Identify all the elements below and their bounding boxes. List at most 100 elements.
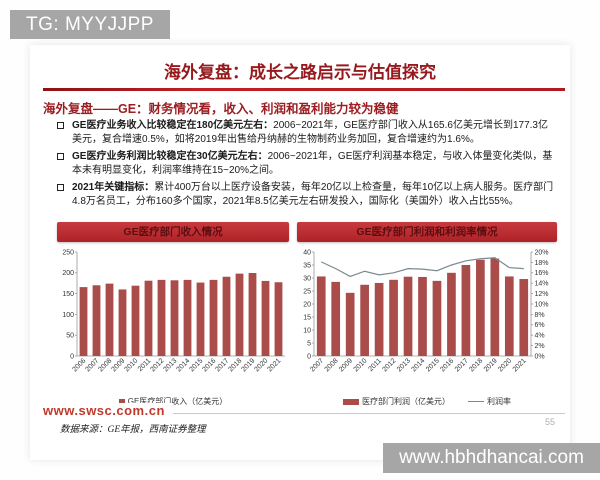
- bar: [209, 279, 218, 356]
- svg-text:2018: 2018: [227, 357, 243, 373]
- svg-text:2017: 2017: [454, 357, 470, 373]
- bar: [374, 282, 384, 356]
- bar: [418, 276, 427, 356]
- svg-text:6%: 6%: [535, 322, 545, 329]
- svg-text:2007: 2007: [84, 357, 100, 373]
- revenue-chart-title: GE医疗部门收入情况: [57, 222, 289, 242]
- svg-text:2013: 2013: [162, 357, 178, 373]
- bullet-item: GE医疗业务利润比较稳定在30亿美元左右：2006~2021年，GE医疗利润基本…: [57, 150, 555, 178]
- svg-text:2010: 2010: [353, 357, 369, 373]
- bar: [196, 282, 205, 356]
- svg-text:2019: 2019: [483, 357, 499, 373]
- legend-label: 医疗部门利润（亿美元）: [362, 397, 450, 406]
- svg-text:2009: 2009: [338, 357, 354, 373]
- svg-text:15: 15: [303, 314, 311, 321]
- bar: [316, 276, 326, 356]
- svg-text:10: 10: [303, 327, 311, 334]
- bullet-lead: GE医疗业务收入比较稳定在180亿美元左右：: [72, 120, 274, 131]
- svg-text:2016: 2016: [439, 357, 455, 373]
- svg-text:2010: 2010: [123, 357, 139, 373]
- svg-text:2014: 2014: [175, 357, 191, 373]
- bar: [144, 280, 153, 356]
- svg-text:8%: 8%: [535, 312, 545, 319]
- svg-text:2009: 2009: [110, 357, 126, 373]
- svg-text:20: 20: [303, 301, 311, 308]
- bottom-watermark-badge: www.hbhdhancai.com: [383, 443, 600, 473]
- svg-text:2008: 2008: [97, 357, 113, 373]
- svg-text:12%: 12%: [535, 291, 549, 298]
- svg-text:2021: 2021: [266, 357, 282, 373]
- section-subtitle: 海外复盘——GE：财务情况看，收入、利润和盈利能力较为稳健: [43, 102, 399, 116]
- bar: [222, 276, 231, 356]
- svg-text:2011: 2011: [137, 357, 153, 373]
- svg-text:2%: 2%: [535, 343, 545, 350]
- revenue-chart-panel: GE医疗部门收入情况 0 50 100 150 200 250 2006 2007 2008 20…: [57, 222, 289, 407]
- bar: [331, 281, 341, 356]
- square-bullet-icon: [57, 153, 64, 160]
- bar: [131, 285, 140, 356]
- legend-label: GE医疗部门收入（亿美元）: [127, 397, 228, 406]
- bar: [519, 279, 529, 356]
- svg-text:35: 35: [303, 262, 311, 269]
- bar: [170, 280, 179, 356]
- svg-text:2015: 2015: [425, 357, 441, 373]
- bar: [389, 279, 398, 356]
- bar: [183, 279, 192, 356]
- bar: [261, 280, 270, 356]
- svg-text:100: 100: [62, 312, 74, 319]
- svg-text:2018: 2018: [468, 357, 484, 373]
- bullet-body: 2006~2021年，GE医疗利润基本稳定，与收入体量变化类似，基本未有明显变化…: [72, 151, 553, 176]
- svg-text:2012: 2012: [382, 357, 398, 373]
- svg-text:2020: 2020: [253, 357, 269, 373]
- svg-text:25: 25: [303, 288, 311, 295]
- footer-divider: [43, 413, 565, 414]
- bar: [248, 273, 257, 356]
- bullet-lead: 2021年关键指标：: [72, 182, 155, 193]
- svg-text:2008: 2008: [324, 357, 340, 373]
- bar: [403, 276, 413, 356]
- profit-chart: 0 5 10 15 20 25 30 35 40 0% 2% 4% 6% 8% 10% 12% 14% 16% 18…: [303, 249, 549, 373]
- bullet-text: GE医疗业务收入比较稳定在180亿美元左右：2006~2021年，GE医疗部门收…: [72, 119, 555, 147]
- svg-text:18%: 18%: [535, 260, 549, 267]
- bar: [235, 273, 244, 356]
- bar: [118, 289, 127, 356]
- svg-text:16%: 16%: [535, 270, 549, 277]
- svg-text:2012: 2012: [149, 357, 165, 373]
- title-divider: [43, 88, 565, 91]
- svg-text:2019: 2019: [240, 357, 256, 373]
- bar: [504, 276, 514, 356]
- bullet-item: GE医疗业务收入比较稳定在180亿美元左右：2006~2021年，GE医疗部门收…: [57, 119, 555, 147]
- slide-card: [30, 45, 570, 460]
- bar: [105, 283, 114, 356]
- svg-text:0: 0: [307, 353, 311, 360]
- svg-text:4%: 4%: [535, 333, 545, 340]
- svg-text:200: 200: [62, 270, 74, 277]
- profit-chart-panel: GE医疗部门利润和利润率情况 0 5 10 15 20 25 30 35 40 0% 2% 4% 6% 8…: [297, 222, 557, 407]
- slide-title: 海外复盘：成长之路启示与估值探究: [164, 63, 436, 82]
- svg-text:2017: 2017: [214, 357, 230, 373]
- svg-text:2011: 2011: [367, 357, 383, 373]
- square-bullet-icon: [57, 184, 64, 191]
- bar: [432, 280, 442, 356]
- bullet-item: 2021年关键指标：累计400万台以上医疗设备安装，每年20亿以上检查量，每年1…: [57, 181, 555, 209]
- svg-text:20%: 20%: [535, 249, 549, 256]
- bar: [79, 287, 88, 356]
- data-source-note: 数据来源：GE年报，西南证券整理: [60, 425, 206, 435]
- bar: [447, 272, 456, 356]
- bar: [345, 292, 355, 356]
- legend-label: 利润率: [487, 397, 511, 406]
- square-bullet-icon: [57, 122, 64, 129]
- bullet-text: GE医疗业务利润比较稳定在30亿美元左右：2006~2021年，GE医疗利润基本…: [72, 150, 555, 178]
- svg-text:2014: 2014: [410, 357, 426, 373]
- bar: [476, 259, 485, 356]
- revenue-chart: 0501001502002502006200720082009201020112…: [62, 249, 285, 373]
- svg-text:2021: 2021: [512, 357, 528, 373]
- bullet-lead: GE医疗业务利润比较稳定在30亿美元左右：: [72, 151, 268, 162]
- svg-text:40: 40: [303, 249, 311, 256]
- bar: [92, 285, 101, 356]
- svg-text:10%: 10%: [535, 301, 549, 308]
- bar: [360, 284, 369, 356]
- profit-chart-legend: 医疗部门利润（亿美元） 利润率: [297, 396, 557, 407]
- profit-margin-line: [320, 257, 524, 278]
